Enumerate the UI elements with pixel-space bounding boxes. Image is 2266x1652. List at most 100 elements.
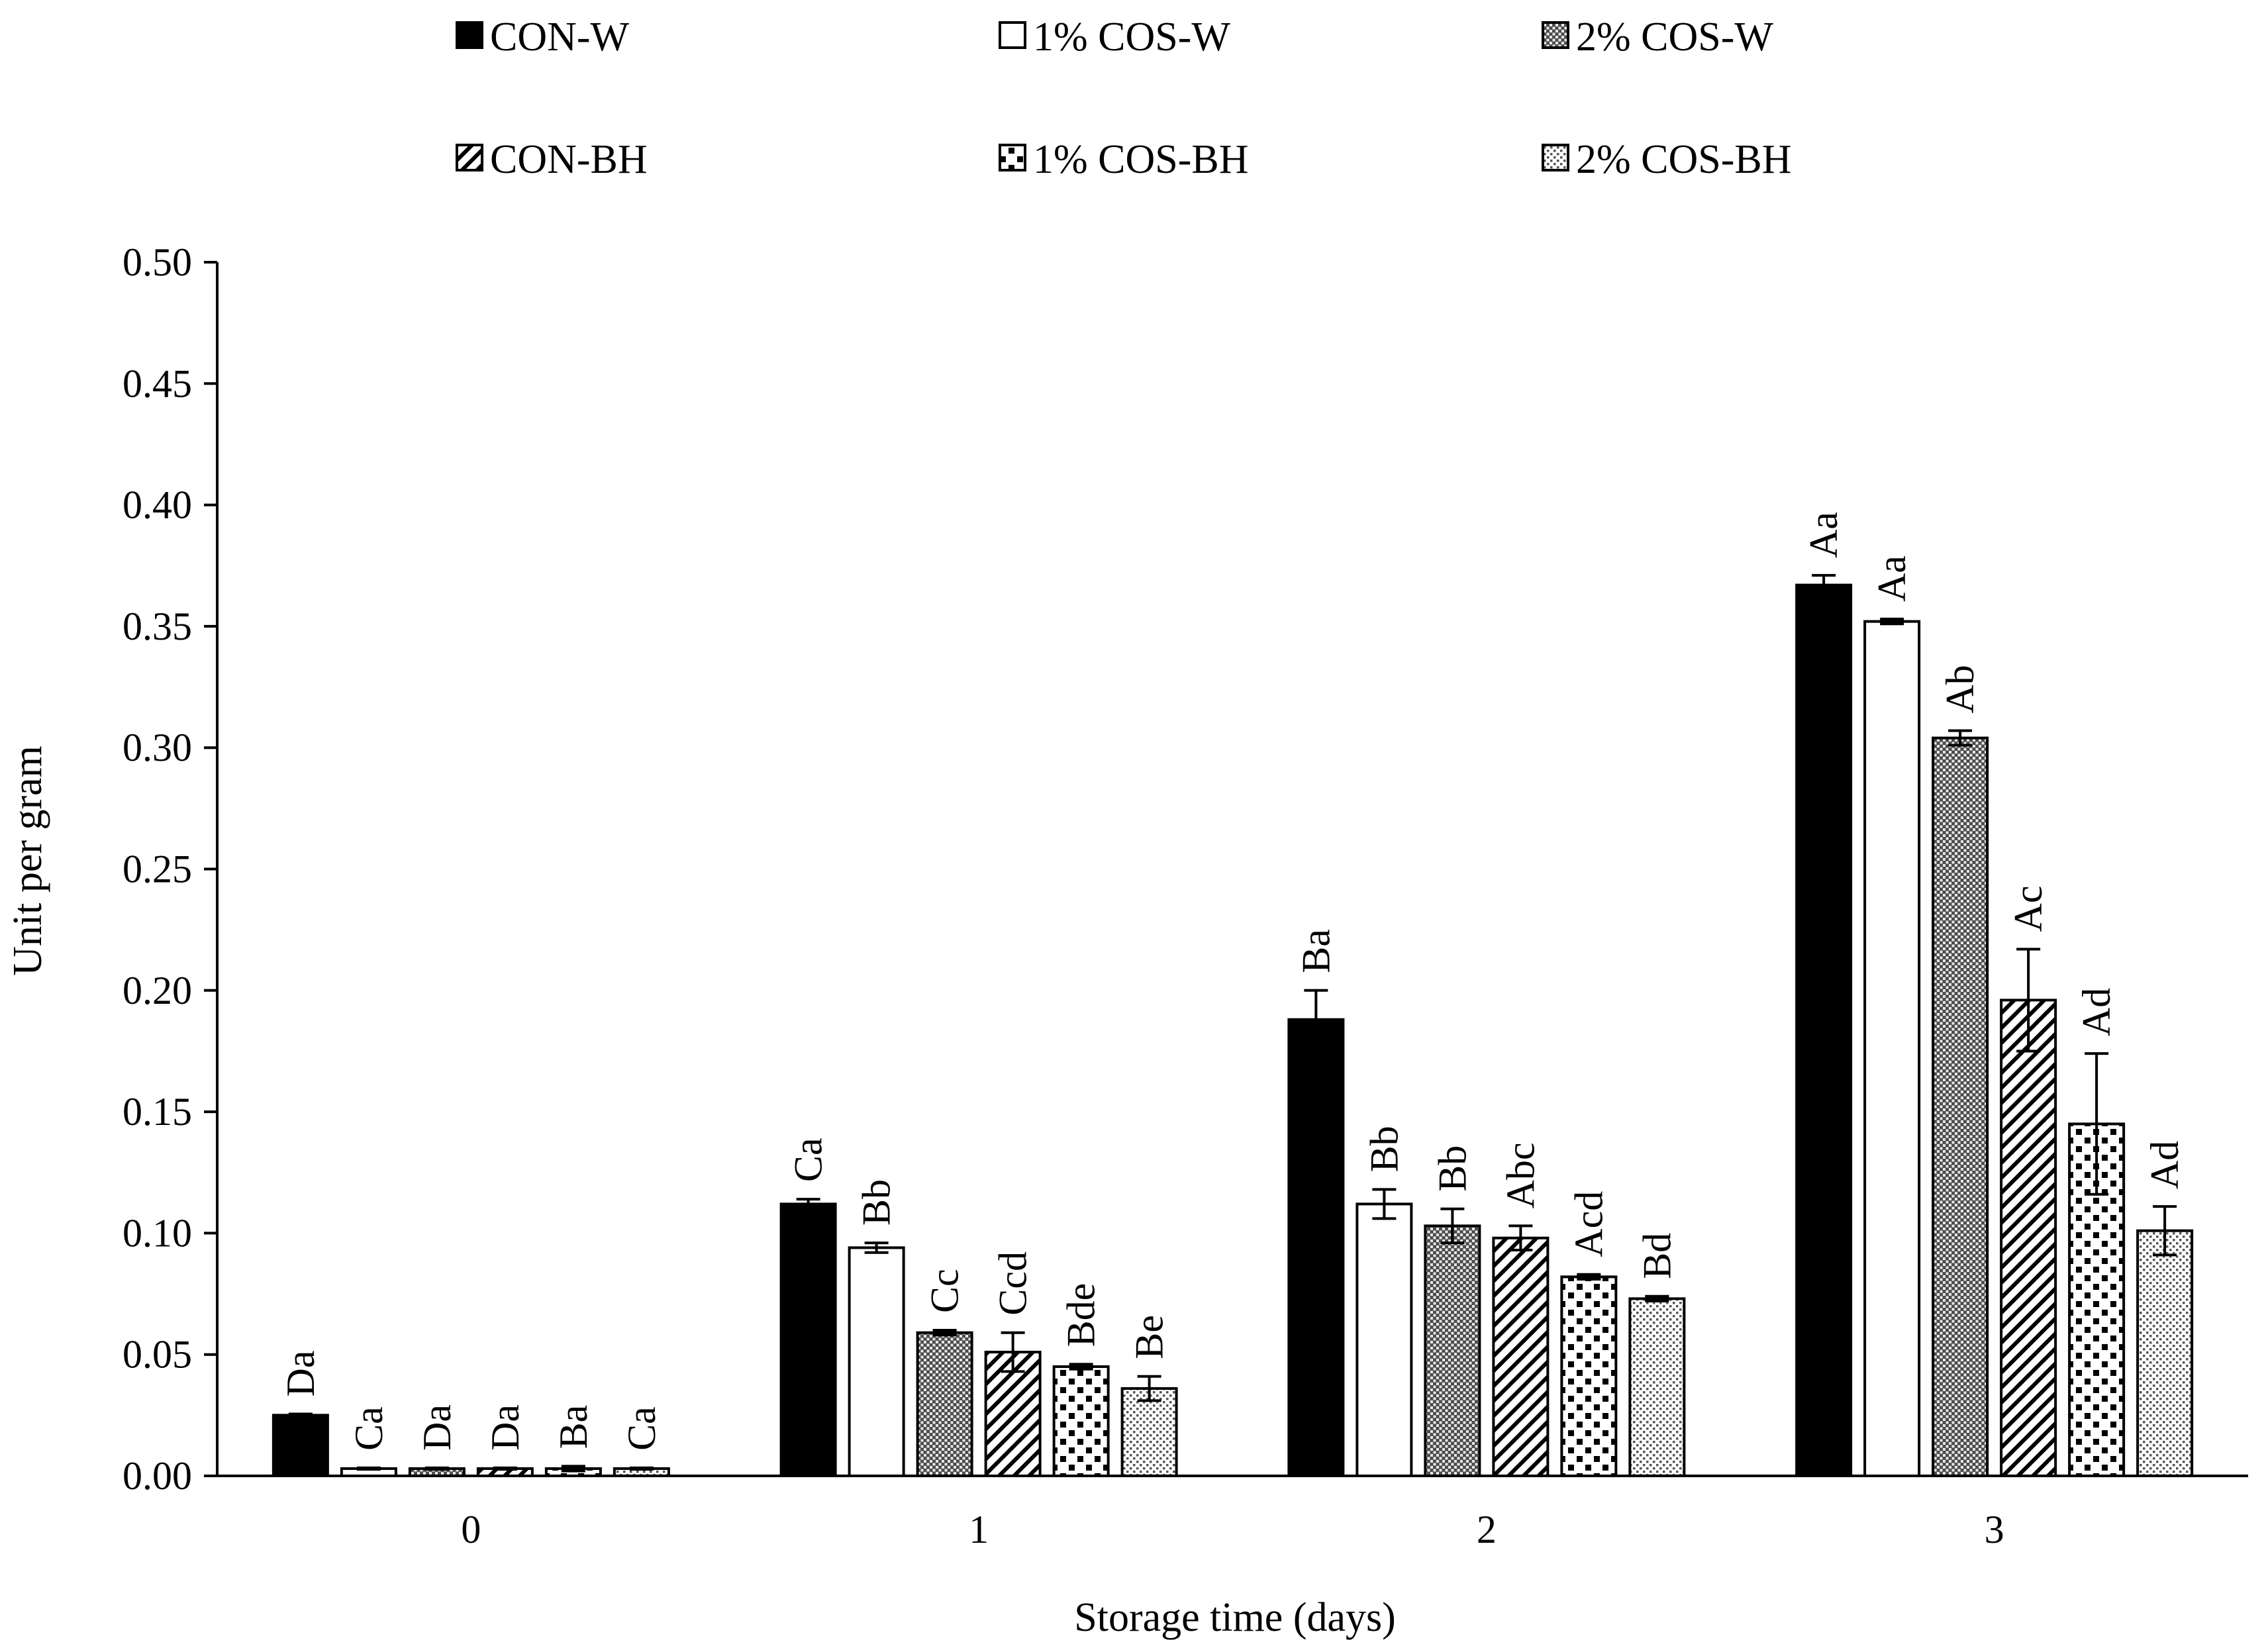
data-label: Ca [787,1138,830,1182]
legend: CON-W 1% COS-W 2% COS-W CON-BH 1% COS-BH 2% C… [456,15,1792,182]
data-label: Aa [1870,556,1914,602]
data-label: Ca [620,1406,664,1451]
bar [916,1331,973,1478]
error-bar [1440,1207,1465,1245]
error-bar [424,1466,449,1471]
data-label: Ca [347,1406,391,1451]
legend-swatch [1542,21,1569,49]
data-label: Da [483,1404,527,1451]
error-bar [1137,1375,1161,1402]
y-tick-label: 0.50 [123,240,192,284]
bar [1424,1224,1481,1477]
data-label: Ac [2006,886,2050,932]
error-bar [1001,1331,1025,1373]
legend-label: 1% COS-BH [1033,137,1249,182]
bar [271,1414,329,1478]
data-label: Acd [1567,1191,1610,1257]
legend-label: CON-BH [490,137,648,182]
data-label: Bde [1059,1283,1103,1347]
bars: Da Ca Da Da Ba Ca Ca Bb Cc Ccd Bde Be Ba Bb Bb Abc Acd Bd… [271,512,2194,1478]
bar [1287,1018,1345,1477]
y-tick-label: 0.25 [123,848,192,891]
bar [1052,1365,1110,1478]
data-label: Ba [552,1405,595,1449]
y-tick-label: 0.40 [123,483,192,527]
y-tick-label: 0.15 [123,1090,192,1134]
bar [1932,736,1989,1477]
data-label: Da [415,1404,459,1451]
error-bar [1948,729,1973,747]
data-label: Bd [1635,1233,1679,1279]
data-label: Ccd [991,1251,1035,1316]
data-label: Bb [855,1179,899,1226]
error-bar [356,1466,381,1471]
legend-item: CON-W [456,15,630,60]
error-bar [1880,617,1904,626]
data-label: Ba [1294,929,1338,973]
data-label: Abc [1499,1142,1542,1208]
legend-item: CON-BH [456,137,648,182]
error-bar [932,1329,957,1337]
data-label: Be [1128,1315,1171,1359]
bar [1492,1236,1550,1478]
bar [1560,1275,1618,1477]
legend-item: 2% COS-BH [1542,137,1792,182]
error-bar [1812,573,1836,597]
legend-item: 1% COS-BH [999,137,1249,182]
bar [2000,998,2057,1477]
data-label: Bb [1430,1145,1474,1192]
x-tick-label: 2 [1477,1508,1497,1551]
data-label: Aa [1802,512,1846,558]
data-label: Bb [1362,1126,1406,1172]
y-tick-label: 0.30 [123,726,192,769]
data-label: Ad [2143,1141,2187,1189]
legend-item: 1% COS-W [999,15,1230,60]
y-tick-label: 0.20 [123,969,192,1012]
legend-swatch [999,21,1026,49]
error-bar [2016,947,2041,1053]
x-tick-label: 1 [969,1508,989,1551]
legend-swatch [456,21,483,49]
bar [1355,1202,1413,1477]
x-tick-label: 3 [1985,1508,2004,1551]
bar [2136,1229,2194,1477]
legend-label: 1% COS-W [1033,15,1230,60]
legend-swatch [456,144,483,171]
bar [1863,620,1921,1477]
error-bar [864,1241,889,1254]
error-bar [1372,1188,1397,1220]
data-label: Ab [1938,665,1982,713]
error-bar [796,1198,820,1210]
y-tick-label: 0.05 [123,1333,192,1377]
y-tick-label: 0.35 [123,605,192,648]
bar [1795,583,1853,1477]
data-label: Cc [923,1269,967,1313]
error-bar [1645,1294,1669,1303]
bar [848,1246,905,1477]
data-label: Ad [2075,988,2118,1036]
legend-item: 2% COS-W [1542,15,1773,60]
y-tick-label: 0.00 [123,1454,192,1498]
error-bar [2153,1205,2177,1257]
y-axis-label: Unit per gram [5,746,50,976]
axes: 0.00 0.05 0.10 0.15 0.20 0.25 0.30 0.35 0.40 0.45… [123,240,2248,1551]
bar [779,1202,837,1477]
error-bar [1577,1273,1601,1281]
x-axis-label: Storage time (days) [1074,1595,1396,1640]
error-bar [288,1412,313,1418]
y-tick-label: 0.10 [123,1211,192,1255]
error-bar [1508,1224,1533,1252]
error-bar [1069,1363,1093,1371]
error-bar [561,1465,585,1473]
legend-label: 2% COS-BH [1576,137,1792,182]
legend-swatch [999,144,1026,171]
data-label: Da [279,1351,322,1397]
x-tick-label: 0 [461,1508,481,1551]
bar [1120,1387,1178,1477]
legend-label: 2% COS-W [1576,15,1773,60]
error-bar [493,1466,517,1471]
error-bar [2085,1052,2109,1196]
legend-label: CON-W [490,15,630,60]
error-bar [1304,989,1328,1050]
